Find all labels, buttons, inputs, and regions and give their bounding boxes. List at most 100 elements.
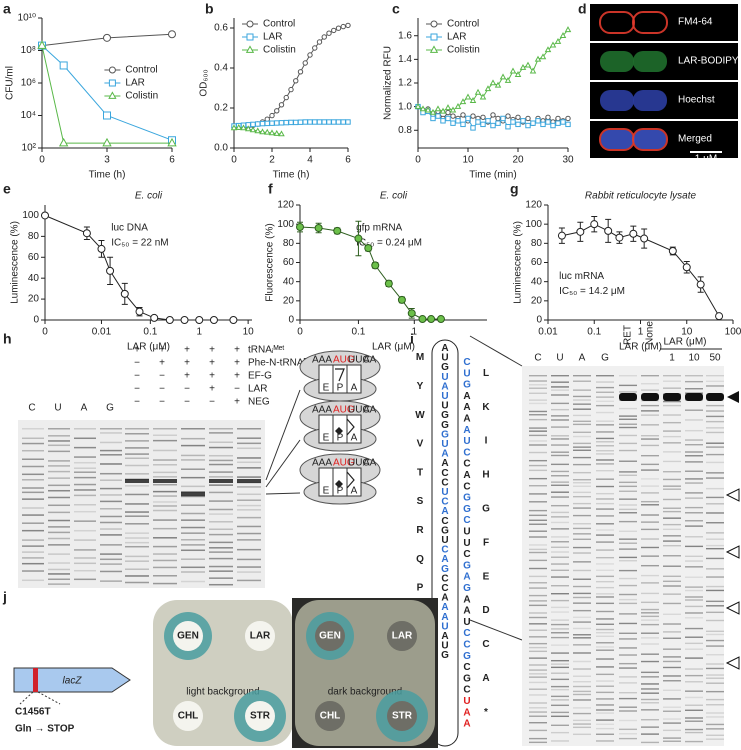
gel-band [573,380,591,382]
data-point [460,121,466,128]
gel-band [619,593,637,596]
y-tick-label: 10⁴ [21,110,36,121]
amino-acid: I [485,436,488,447]
gel-band [596,396,614,398]
gel-band [22,562,44,565]
disc [245,701,275,731]
gel-band [181,495,205,498]
gel-band [619,733,637,735]
gel-band [663,637,681,639]
gel-band [596,485,614,488]
gel-band [551,636,569,639]
gel-band [706,576,724,578]
gel-band [22,557,44,559]
gel-band [596,680,614,682]
gene-label: lacZ [63,676,83,687]
condition-sign: + [234,371,240,382]
gel-band [573,609,591,612]
x-tick-label: 0 [42,327,48,338]
gel-band [706,380,724,382]
data-point [530,120,536,126]
data-point [335,25,342,31]
x-tick-label: 0 [39,155,45,166]
gel-band [551,516,569,518]
x-axis-label: LAR (μM) [619,342,662,353]
gel-band [573,552,591,554]
gel-band [706,522,724,524]
mrna-codon: AUG [333,458,355,469]
arrowhead [727,391,739,403]
gel-band [573,712,591,715]
gel-band [596,698,614,700]
gel-band [529,427,547,429]
gel-band [619,471,637,473]
gel-band [529,646,547,649]
data-point [331,27,337,34]
data-point [371,261,380,270]
gel-band [685,525,703,527]
data-point [293,119,299,126]
condition-sign: + [234,397,240,408]
data-point [485,118,491,124]
gel-band [125,511,149,513]
disc [315,701,345,731]
gel-band [153,471,177,474]
gel-band [706,404,724,407]
data-point [545,119,551,125]
gel-band [529,402,547,405]
condition-sign: − [184,384,190,395]
gel-band [181,532,205,534]
data-point [474,88,482,95]
data-point [274,120,280,126]
gel-band [529,509,547,512]
gel-band [153,476,177,478]
gel-band [596,459,614,461]
amino-acid: W [415,410,425,421]
data-point [450,113,456,119]
legend-label: Colistin [263,45,296,56]
gel-band [596,411,614,414]
gel-band [100,441,122,444]
gel-band [685,380,703,383]
gel-band [641,383,659,385]
gel-band [529,485,547,487]
gel-band [706,633,724,636]
data-point [419,105,427,112]
gel-band [100,479,122,481]
gel-band [551,402,569,405]
gel-band [551,599,569,602]
gel-band [596,534,614,536]
data-point [499,73,507,80]
y-tick-label: 60 [531,257,543,268]
gel-band [596,719,614,721]
gel-band [153,559,177,562]
gel-band [22,514,44,516]
data-point [519,63,527,70]
gel-band [551,623,569,626]
lar-drug [335,427,343,435]
y-tick-label: 1.4 [398,54,412,65]
gel-band [529,582,547,584]
data-point [235,123,243,130]
amino-acid: S [417,496,424,507]
gel-band [209,463,233,466]
data-point [480,121,486,128]
gel-band [529,536,547,538]
x-tick-label: 4 [307,155,313,166]
condition-sign: + [184,358,190,369]
site-label: A [351,486,358,497]
gel-band [619,485,637,488]
gel-band [663,451,681,453]
disc [387,701,417,731]
gel-band [641,592,659,595]
gel-band [529,451,547,454]
gel-band [181,485,205,488]
gel-band [663,510,681,513]
data-point [120,289,129,298]
gel-band [573,479,591,481]
y-tick-label: 60 [283,257,295,268]
gel-band [596,740,614,742]
gel-band [706,690,724,693]
gel-band [573,482,591,484]
